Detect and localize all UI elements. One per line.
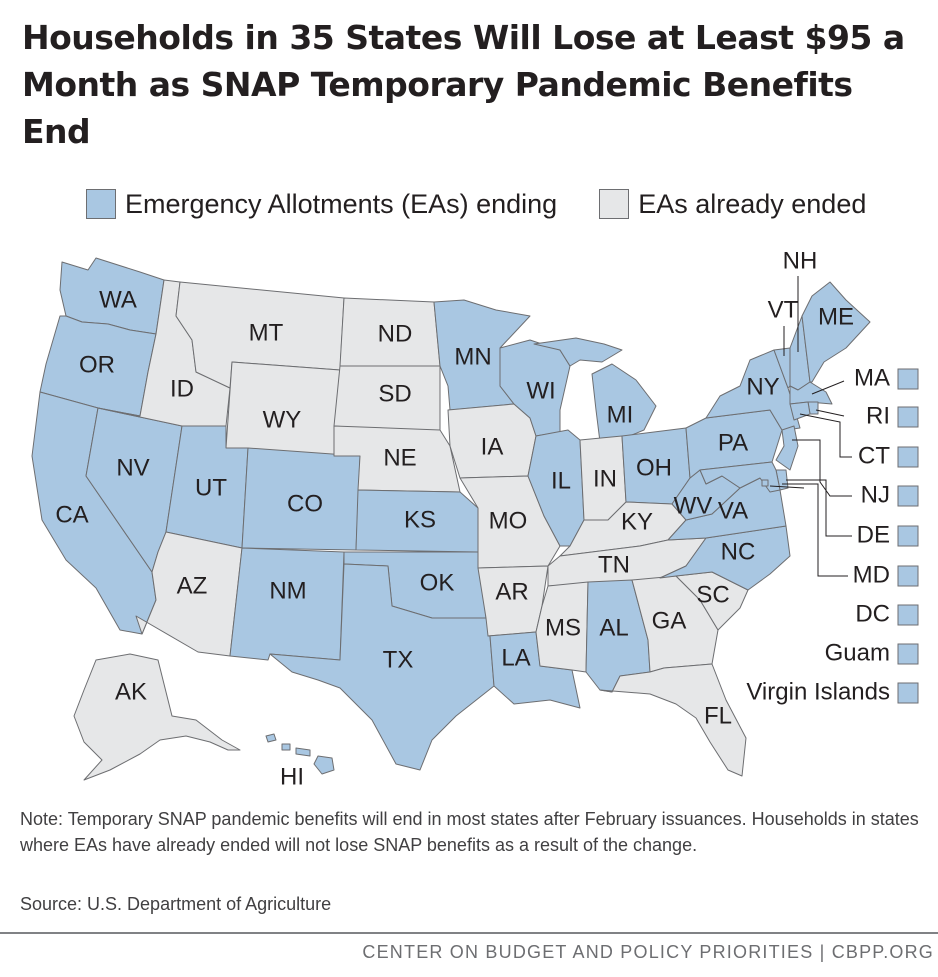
- state-nc: [659, 525, 791, 591]
- callout-swatch-guam: [897, 643, 919, 665]
- state-label-id: ID: [170, 375, 194, 402]
- source-text: Source: U.S. Department of Agriculture: [20, 894, 332, 914]
- footer-divider: [0, 932, 938, 934]
- state-label-il: IL: [551, 467, 571, 494]
- state-label-wi: WI: [526, 377, 555, 404]
- state-label-mt: MT: [249, 319, 284, 346]
- state-label-nc: NC: [721, 538, 756, 565]
- leader-line-ri: [815, 409, 845, 417]
- state-label-ca: CA: [55, 501, 88, 528]
- state-labels: WA OR CA NV ID MT WY UT AZ CO NM ND SD NE KS OK TX MN IA MO…: [55, 247, 854, 790]
- legend-item-ending: Emergency Allotments (EAs) ending: [86, 189, 557, 220]
- state-tx: [269, 563, 495, 771]
- state-label-mi: MI: [607, 401, 634, 428]
- state-label-ms: MS: [545, 614, 581, 641]
- state-label-me: ME: [818, 303, 854, 330]
- callout-swatch-virgin-islands: [897, 682, 919, 704]
- state-label-in: IN: [593, 465, 617, 492]
- note-text: Note: Temporary SNAP pandemic benefits w…: [20, 809, 919, 855]
- state-label-va: VA: [718, 497, 748, 524]
- state-label-tn: TN: [598, 551, 630, 578]
- state-label-la: LA: [501, 644, 530, 671]
- legend-item-ended: EAs already ended: [599, 189, 866, 220]
- state-label-nd: ND: [378, 320, 413, 347]
- state-label-ga: GA: [652, 607, 687, 634]
- callout-label-de: DE: [857, 521, 890, 548]
- state-label-ia: IA: [481, 433, 504, 460]
- callout-leader-lines: [769, 276, 852, 577]
- legend-label-ending: Emergency Allotments (EAs) ending: [125, 188, 558, 219]
- state-fl: [599, 663, 747, 777]
- leader-line-ct: [799, 413, 852, 458]
- callout-label-md: MD: [853, 561, 890, 588]
- legend-swatch-ended: [599, 189, 630, 219]
- callout-swatch-ri: [897, 406, 919, 428]
- page-title: Households in 35 States Will Lose at Lea…: [22, 18, 905, 151]
- state-label-mn: MN: [454, 343, 491, 370]
- callout-swatch-nj: [897, 485, 919, 507]
- leader-line-ma: [811, 380, 845, 395]
- state-label-nv: NV: [116, 454, 149, 481]
- callout-label-ct: CT: [858, 442, 890, 469]
- state-hi: [265, 733, 335, 775]
- state-label-fl: FL: [704, 702, 732, 729]
- callout-label-virgin-islands: Virgin Islands: [746, 678, 890, 705]
- leader-line-nj: [792, 439, 852, 497]
- state-label-nm: NM: [269, 577, 306, 604]
- footer-credit: CENTER ON BUDGET AND POLICY PRIORITIES |…: [362, 942, 934, 962]
- state-label-wv: WV: [674, 492, 713, 519]
- state-label-ks: KS: [404, 506, 436, 533]
- callout-swatch-ct: [897, 446, 919, 468]
- state-label-ky: KY: [621, 508, 653, 535]
- state-nj: [775, 425, 799, 471]
- state-label-sc: SC: [696, 581, 729, 608]
- leader-line-dc: [769, 485, 805, 489]
- state-label-ut: UT: [195, 474, 227, 501]
- callout-label-guam: Guam: [825, 639, 890, 666]
- state-mi: [533, 337, 657, 443]
- leader-line-de: [786, 479, 852, 537]
- state-label-hi: HI: [280, 763, 304, 790]
- state-label-ar: AR: [495, 578, 528, 605]
- callout-label-nj: NJ: [861, 481, 890, 508]
- state-label-pa: PA: [718, 429, 748, 456]
- state-label-ak: AK: [115, 678, 147, 705]
- state-label-vt: VT: [768, 296, 799, 323]
- state-dc: [761, 479, 769, 487]
- state-label-nh: NH: [783, 247, 818, 274]
- state-shapes: [31, 257, 871, 781]
- state-me: [801, 281, 871, 383]
- callout-label-ma: MA: [854, 364, 890, 391]
- legend-label-ended: EAs already ended: [638, 188, 867, 219]
- leader-line-md: [782, 483, 848, 577]
- state-ct: [789, 401, 811, 421]
- state-label-mo: MO: [489, 507, 528, 534]
- legend-swatch-ending: [86, 189, 116, 219]
- callout-swatch-ma: [897, 368, 919, 390]
- state-label-co: CO: [287, 490, 323, 517]
- callout-swatch-de: [897, 525, 919, 547]
- state-label-ok: OK: [420, 569, 455, 596]
- state-label-oh: OH: [636, 454, 672, 481]
- legend: Emergency Allotments (EAs) ending EAs al…: [86, 186, 908, 222]
- state-label-az: AZ: [177, 572, 208, 599]
- callout-swatch-dc: [897, 604, 919, 626]
- state-label-ne: NE: [383, 444, 416, 471]
- state-label-sd: SD: [378, 380, 411, 407]
- state-label-al: AL: [599, 614, 628, 641]
- state-label-wa: WA: [99, 286, 137, 313]
- state-label-tx: TX: [383, 646, 414, 673]
- state-ak: [73, 653, 241, 781]
- callout-label-dc: DC: [855, 600, 890, 627]
- state-label-wy: WY: [263, 406, 302, 433]
- callout-label-ri: RI: [866, 402, 890, 429]
- callout-swatch-md: [897, 565, 919, 587]
- callout-list: MA RI CT NJ DE MD DC Guam Virgin Islands: [746, 364, 919, 705]
- state-label-or: OR: [79, 351, 115, 378]
- state-label-ny: NY: [746, 373, 779, 400]
